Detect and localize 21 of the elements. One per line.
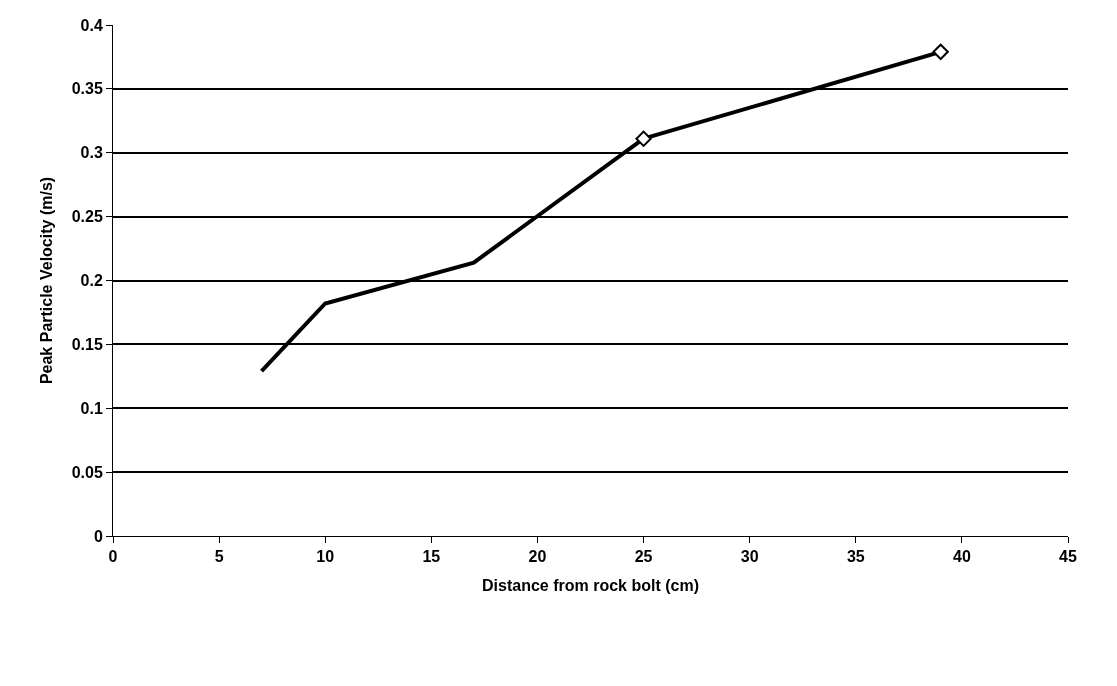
x-tick-label: 20 (528, 548, 547, 566)
x-tick-label: 0 (108, 548, 118, 566)
x-tick-label: 35 (846, 548, 865, 566)
y-tick-label: 0.2 (80, 272, 103, 290)
y-tick-label: 0 (93, 527, 103, 545)
y-tick-label: 0.3 (80, 144, 103, 162)
y-axis-title: Peak Particle Velocity (m/s) (37, 176, 55, 385)
x-tick-label: 10 (316, 548, 335, 566)
x-tick-label: 5 (214, 548, 224, 566)
y-tick-label: 0.35 (71, 80, 103, 98)
x-axis-title: Distance from rock bolt (cm) (482, 576, 699, 594)
y-tick-label: 0.05 (71, 463, 103, 481)
x-tick-label: 15 (422, 548, 441, 566)
x-tick-label: 30 (740, 548, 759, 566)
x-tick-label: 40 (952, 548, 971, 566)
y-tick-label: 0.25 (71, 208, 103, 226)
x-tick-label: 45 (1059, 548, 1077, 566)
y-tick-label: 0.4 (80, 16, 103, 34)
y-tick-label: 0.15 (71, 335, 103, 353)
x-tick-label: 25 (634, 548, 653, 566)
y-tick-label: 0.1 (80, 399, 103, 417)
